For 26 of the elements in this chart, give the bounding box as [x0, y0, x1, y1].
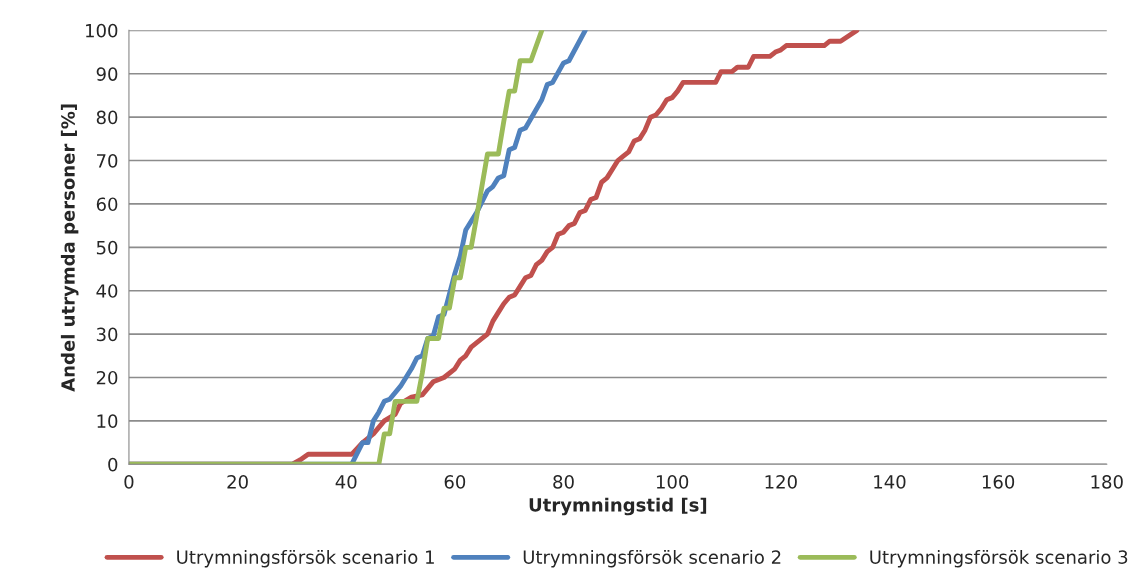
x-tick-label: 40	[335, 475, 357, 489]
legend-label: Utrymningsförsök scenario 3	[870, 549, 1128, 568]
x-tick-label: 160	[982, 475, 1015, 489]
y-tick-label: 20	[96, 370, 118, 385]
x-tick-label: 0	[124, 475, 134, 489]
y-tick-label: 10	[97, 414, 118, 429]
x-tick-label: 60	[444, 475, 466, 489]
y-tick-label: 50	[96, 240, 118, 255]
x-tick-label: 120	[765, 475, 797, 489]
y-axis-title: Andel utrymda personer [%]	[60, 104, 79, 392]
y-tick-label: 30	[96, 327, 118, 342]
x-axis-title: Utrymningstid [s]	[529, 497, 707, 516]
y-tick-label: 100	[86, 23, 118, 38]
x-tick-label: 100	[656, 475, 689, 489]
x-tick-label: 20	[227, 475, 248, 489]
x-tick-label: 80	[553, 475, 574, 489]
x-tick-label: 180	[1091, 475, 1123, 489]
y-tick-label: 70	[97, 154, 118, 168]
y-tick-label: 60	[96, 197, 118, 212]
y-tick-label: 40	[96, 284, 118, 298]
y-tick-label: 0	[108, 457, 118, 472]
legend-label: Utrymningsförsök scenario 1	[177, 549, 434, 568]
legend-label: Utrymningsförsök scenario 2	[523, 549, 781, 568]
y-tick-label: 90	[96, 67, 118, 81]
x-tick-label: 140	[874, 475, 906, 489]
y-tick-label: 80	[96, 110, 118, 125]
